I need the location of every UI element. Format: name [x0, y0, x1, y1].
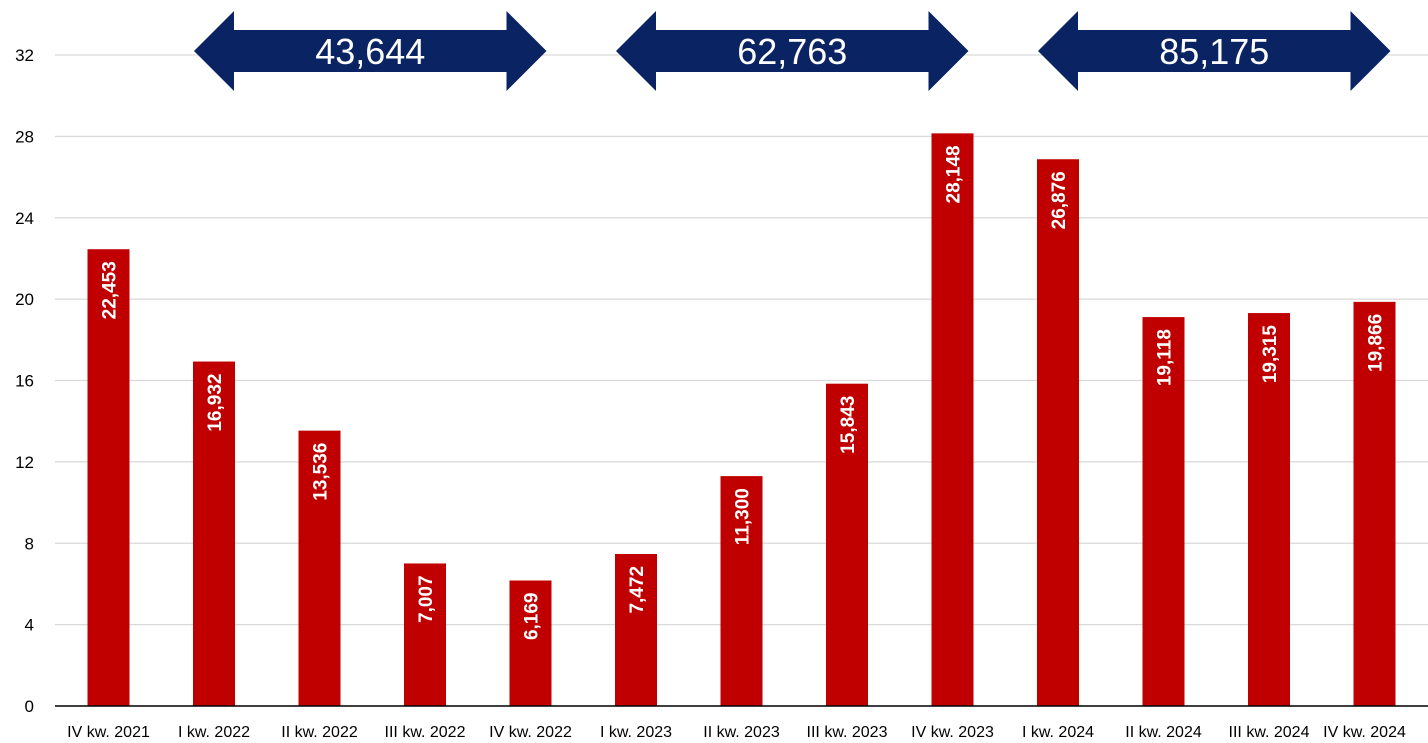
data-label: 22,453	[100, 261, 121, 319]
x-tick-label: II kw. 2024	[1125, 724, 1202, 741]
data-label: 26,876	[1049, 171, 1070, 229]
data-label: 28,148	[944, 145, 965, 203]
annotation-label: 43,644	[315, 31, 425, 72]
bar	[298, 430, 341, 706]
y-tick-label: 28	[15, 127, 34, 146]
bar	[615, 553, 657, 706]
bar	[826, 383, 868, 706]
bar	[1142, 317, 1185, 706]
data-label: 16,932	[205, 374, 226, 432]
x-tick-label: IV kw. 2021	[67, 724, 150, 741]
data-label: 13,536	[311, 443, 332, 501]
data-label: 15,843	[838, 396, 859, 454]
double-arrow-icon	[616, 11, 969, 91]
x-tick-label: III kw. 2022	[385, 724, 466, 741]
bars: 22,453 16,932 13,536 7,007 6,169 7,472 11,300 1…	[87, 133, 1396, 706]
y-tick-label: 24	[15, 209, 34, 228]
y-tick-label: 12	[15, 453, 34, 472]
y-tick-label: 0	[25, 697, 34, 716]
bar	[87, 249, 130, 706]
x-tick-label: IV kw. 2023	[911, 724, 994, 741]
bar	[404, 563, 446, 706]
y-tick-label: 4	[25, 616, 34, 635]
x-tick-label: III kw. 2023	[807, 724, 888, 741]
data-label: 7,007	[416, 575, 437, 623]
bar	[1353, 301, 1396, 706]
data-label: 19,315	[1260, 325, 1281, 384]
double-arrow-icon	[1038, 11, 1391, 91]
x-tick-label: III kw. 2024	[1229, 724, 1310, 741]
x-tick-label: IV kw. 2022	[489, 724, 572, 741]
x-tick-label: II kw. 2022	[281, 724, 358, 741]
bar	[509, 580, 552, 706]
data-label: 19,866	[1366, 314, 1387, 372]
data-label: 6,169	[522, 592, 543, 640]
x-tick-label: II kw. 2023	[703, 724, 780, 741]
gridlines	[55, 54, 1428, 626]
x-axis: IV kw. 2021 I kw. 2022 II kw. 2022 III kw. …	[55, 705, 1428, 741]
y-tick-label: 16	[15, 372, 34, 391]
annotations: 43,644 62,763 85,175	[194, 11, 1391, 91]
x-tick-label: IV kw. 2024	[1323, 724, 1406, 741]
data-label: 19,118	[1155, 329, 1176, 386]
x-tick-label: I kw. 2023	[600, 724, 672, 741]
bar	[1037, 159, 1079, 706]
x-tick-label: I kw. 2022	[178, 724, 250, 741]
y-tick-label: 20	[15, 290, 34, 309]
bar	[931, 133, 974, 706]
bar	[1248, 313, 1290, 706]
y-tick-label: 32	[15, 46, 34, 65]
y-axis: 0 4 8 12 16 20 24 28 32	[15, 46, 34, 716]
annotation-label: 62,763	[737, 31, 847, 72]
data-label: 11,300	[733, 488, 754, 545]
double-arrow-icon	[194, 11, 547, 91]
bar	[193, 361, 235, 706]
annotation-label: 85,175	[1159, 31, 1269, 72]
data-label: 7,472	[627, 566, 648, 614]
bar	[720, 476, 763, 706]
x-tick-label: I kw. 2024	[1022, 724, 1094, 741]
y-tick-label: 8	[25, 534, 34, 553]
